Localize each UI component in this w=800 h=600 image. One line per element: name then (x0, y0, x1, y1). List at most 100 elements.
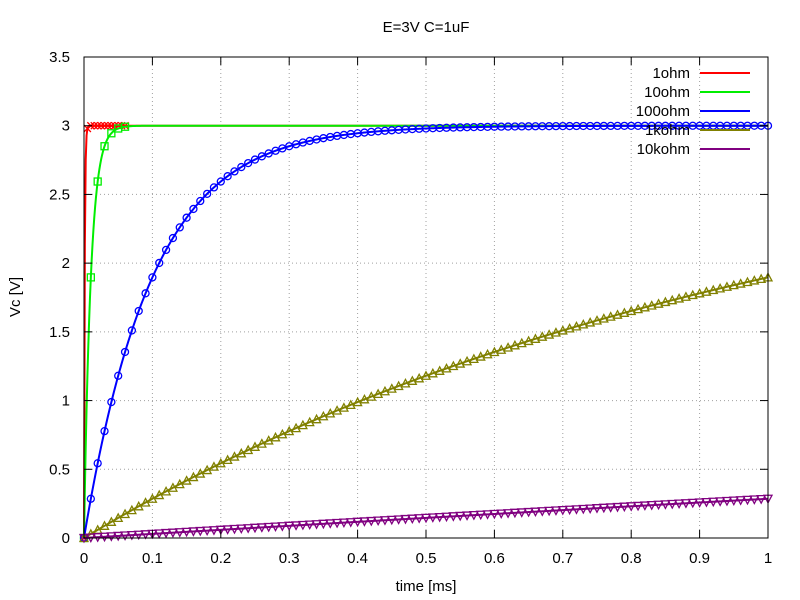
data-point (461, 511, 473, 521)
data-point (119, 531, 131, 541)
data-point (468, 511, 479, 521)
data-point (564, 323, 575, 333)
x-tick-label: 0.5 (416, 550, 437, 567)
data-point (585, 504, 596, 514)
data-point (174, 528, 185, 538)
data-point (523, 335, 534, 346)
data-point (277, 522, 288, 532)
y-tick-label: 0.5 (49, 461, 70, 478)
data-point (660, 296, 671, 307)
data-point (475, 351, 486, 361)
x-tick-label: 0.9 (689, 550, 710, 567)
data-point (701, 497, 712, 508)
legend-label: 1kohm (645, 122, 690, 139)
data-point (571, 321, 582, 331)
data-point (202, 189, 212, 199)
data-point (256, 523, 267, 533)
data-point (90, 121, 99, 130)
data-point (619, 502, 630, 513)
data-point (756, 494, 767, 505)
data-point (107, 121, 116, 130)
data-point (99, 532, 110, 543)
data-point (708, 284, 719, 295)
series-10ohm (79, 122, 768, 543)
data-point (373, 516, 384, 527)
data-point (557, 505, 568, 516)
data-point (544, 506, 555, 517)
data-point (250, 155, 260, 164)
data-point (434, 365, 445, 375)
x-tick-label: 0 (80, 550, 88, 567)
data-point (434, 512, 445, 523)
x-tick-label: 1 (764, 550, 772, 567)
data-point (208, 461, 220, 471)
data-point (632, 303, 644, 314)
data-point (155, 258, 164, 268)
data-point (338, 518, 350, 529)
data-point (140, 530, 151, 540)
data-point (318, 410, 329, 421)
data-point (352, 396, 363, 407)
data-point (516, 508, 527, 518)
x-tick-label: 0.2 (210, 550, 231, 567)
y-tick-label: 1 (62, 393, 70, 410)
series-10kohm (78, 494, 774, 544)
data-point (749, 495, 760, 505)
chart-title: E=3V C=1uF (383, 19, 470, 36)
legend-item: 10ohm (644, 84, 750, 101)
data-point (154, 489, 165, 500)
data-point (701, 286, 712, 296)
data-point (564, 505, 575, 516)
data-point (311, 413, 322, 424)
data-point (222, 525, 233, 535)
data-point (441, 363, 452, 373)
data-point (728, 279, 739, 290)
data-point (468, 353, 479, 364)
data-point (141, 289, 150, 298)
x-tick-label: 0.6 (484, 550, 505, 567)
data-point (236, 447, 247, 458)
data-point (632, 501, 644, 512)
legend-item: 100ohm (636, 103, 750, 120)
data-point (455, 358, 466, 368)
data-point (502, 342, 514, 352)
legend-label: 10ohm (644, 84, 690, 101)
data-point (516, 337, 527, 348)
data-point (290, 422, 302, 433)
data-point (407, 375, 418, 385)
data-point (297, 419, 308, 430)
data-point (427, 513, 438, 523)
data-point (612, 502, 623, 513)
data-point (134, 306, 143, 316)
data-point (208, 526, 220, 536)
data-point (687, 498, 698, 509)
data-point (537, 507, 548, 517)
data-point (639, 301, 650, 312)
data-point (243, 524, 254, 534)
data-point (140, 497, 151, 507)
data-point (742, 276, 753, 287)
data-point (196, 196, 205, 206)
data-point (297, 520, 308, 531)
data-point (530, 507, 541, 518)
data-point (728, 496, 739, 507)
data-point (264, 149, 273, 158)
data-point (715, 497, 726, 507)
data-point (455, 511, 466, 522)
data-point (215, 525, 226, 536)
data-point (311, 520, 322, 530)
series-1kohm (78, 272, 774, 543)
data-point (386, 383, 397, 393)
data-point (229, 524, 240, 535)
data-point (619, 307, 630, 317)
data-point (420, 513, 432, 524)
data-point (605, 503, 616, 513)
data-point (182, 213, 191, 222)
data-point (133, 530, 144, 541)
data-point (646, 501, 657, 511)
data-point (86, 273, 95, 282)
data-point (345, 399, 356, 410)
legend-item: 10kohm (637, 141, 750, 158)
data-point (756, 273, 767, 284)
data-point (653, 298, 664, 308)
